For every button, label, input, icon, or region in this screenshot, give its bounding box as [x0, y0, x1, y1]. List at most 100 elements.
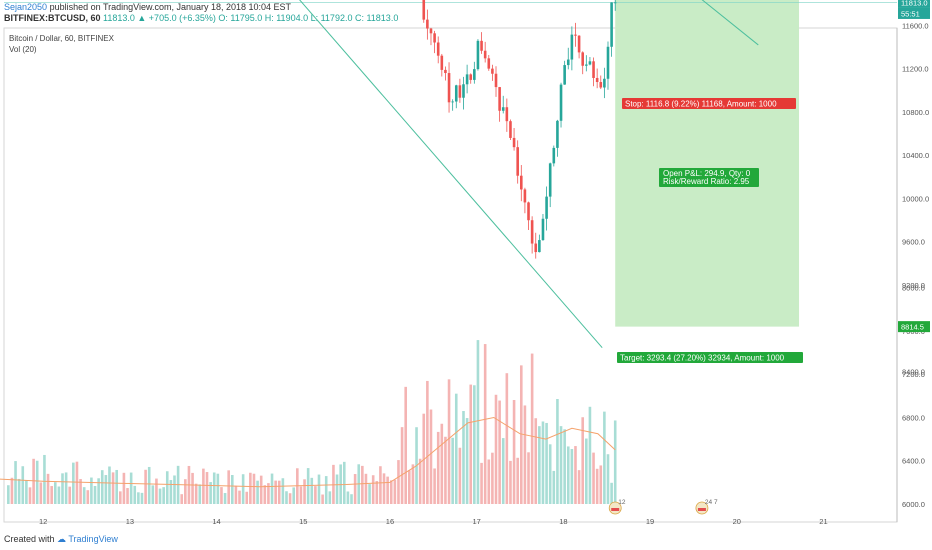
candle [433, 33, 436, 43]
volume-bar [216, 473, 220, 504]
volume-tick-label: 8000.0 [902, 284, 925, 293]
x-tick-label: 18 [559, 517, 567, 526]
volume-bar [169, 480, 173, 504]
volume-bar [411, 464, 415, 504]
volume-bar [155, 478, 158, 504]
candle [599, 82, 603, 88]
candle [548, 163, 552, 197]
volume-bar [473, 385, 476, 504]
volume-bar [267, 483, 270, 504]
volume-bar [476, 340, 480, 504]
candle [426, 19, 429, 29]
volume-bar [209, 482, 212, 504]
target-price-badge: 8814.5 [901, 323, 924, 332]
volume-bar [140, 492, 144, 504]
volume-bar [563, 429, 566, 504]
volume-bar [523, 405, 527, 504]
volume-bar [321, 494, 324, 504]
volume-bar [317, 474, 321, 504]
volume-bar [559, 426, 563, 504]
volume-bar [223, 493, 227, 504]
volume-bar [599, 465, 603, 504]
volume-bar [7, 485, 10, 504]
volume-bar [541, 421, 545, 504]
volume-bar [527, 452, 530, 504]
candle [473, 69, 476, 80]
candle [462, 84, 465, 98]
volume-bar [415, 427, 418, 504]
volume-bar [61, 473, 64, 504]
volume-bar [238, 490, 241, 504]
volume-bar [158, 488, 162, 504]
volume-bar [339, 464, 342, 504]
candle [429, 28, 433, 34]
volume-bar [256, 480, 259, 504]
volume-bar [288, 493, 292, 504]
event-flag-icon [695, 501, 709, 515]
pnl-label: Open P&L: 294.9, Qty: 0 [663, 169, 751, 178]
volume-bar [606, 454, 610, 504]
event-label: 12 [618, 499, 626, 506]
candle [585, 64, 588, 66]
volume-bar [480, 462, 483, 504]
candle [494, 73, 498, 88]
volume-bar [151, 485, 155, 504]
volume-bar [111, 472, 115, 504]
candle [603, 78, 606, 88]
volume-bar [115, 469, 118, 504]
volume-bar [361, 465, 364, 504]
volume-bar [465, 418, 469, 504]
volume-bar [241, 474, 245, 504]
author-link[interactable]: Sejan2050 [4, 2, 48, 12]
x-tick-label: 19 [646, 517, 654, 526]
x-tick-label: 16 [386, 517, 394, 526]
volume-bar [548, 444, 552, 504]
volume-bar [335, 474, 339, 504]
x-tick-label: 21 [819, 517, 827, 526]
candle [440, 55, 444, 70]
candle [563, 65, 566, 85]
candle [487, 58, 491, 69]
volume-bar [382, 473, 386, 504]
volume-bar [202, 468, 205, 504]
volume-bar [72, 462, 75, 504]
volume-tick-label: 6400.0 [902, 457, 925, 466]
candle [458, 85, 462, 98]
volume-bar [176, 465, 180, 504]
candle [538, 240, 541, 253]
volume-bar [57, 486, 61, 504]
candle [491, 68, 494, 74]
flag-stripe-icon [611, 508, 620, 511]
volume-legend: Vol (20) [9, 45, 37, 54]
y-tick-label: 9200.0 [902, 281, 925, 290]
candle [444, 69, 447, 74]
volume-bar [285, 491, 288, 504]
y-tick-label: 11600.0 [902, 21, 929, 30]
volume-tick-label: 6000.0 [902, 500, 925, 509]
volume-bar [108, 466, 111, 504]
volume-bar [270, 473, 274, 504]
volume-bar [577, 470, 581, 504]
volume-bar [198, 484, 202, 504]
volume-bar [249, 472, 252, 504]
candle [483, 50, 487, 59]
candle [501, 107, 505, 111]
volume-bar [346, 491, 350, 504]
volume-bar [165, 471, 169, 504]
volume-bar [375, 481, 379, 504]
volume-bar [173, 475, 176, 504]
tradingview-link[interactable]: TradingView [68, 534, 118, 544]
chart-legend-title: Bitcoin / Dollar, 60, BITFINEX [9, 34, 114, 43]
candle [469, 74, 473, 80]
footer: Created with ☁ TradingView [4, 534, 118, 545]
volume-bar [64, 472, 68, 504]
volume-bar [426, 380, 429, 504]
volume-bar [184, 479, 187, 504]
volume-bar [433, 468, 436, 504]
volume-bar [144, 469, 147, 504]
volume-bar [50, 486, 53, 504]
volume-bar [259, 475, 263, 504]
publish-info: Sejan2050 published on TradingView.com, … [4, 2, 291, 12]
volume-bar [498, 400, 501, 504]
